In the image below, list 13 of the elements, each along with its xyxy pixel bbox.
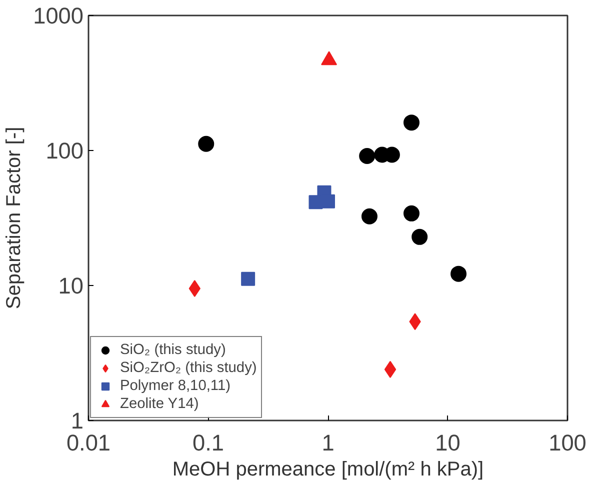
y-tick-label: 10 [58, 272, 84, 298]
x-tick-label: 1 [322, 430, 334, 456]
x-tick-label: 100 [548, 430, 586, 456]
x-axis-title: MeOH permeance [mol/(m² h kPa)] [172, 458, 484, 480]
legend-label: Zeolite Y14) [120, 395, 199, 413]
y-tick-label: 100 [46, 138, 84, 164]
legend-label: SiO₂ (this study) [120, 341, 226, 359]
x-tick-label: 0.1 [192, 430, 224, 456]
x-tick-label: 10 [435, 430, 460, 456]
legend-label: Polymer 8,10,11) [120, 377, 231, 395]
legend-label: SiO₂ZrO₂ (this study) [120, 359, 257, 377]
y-tick-label: 1000 [33, 2, 84, 28]
y-axis-title: Separation Factor [-] [3, 126, 26, 310]
